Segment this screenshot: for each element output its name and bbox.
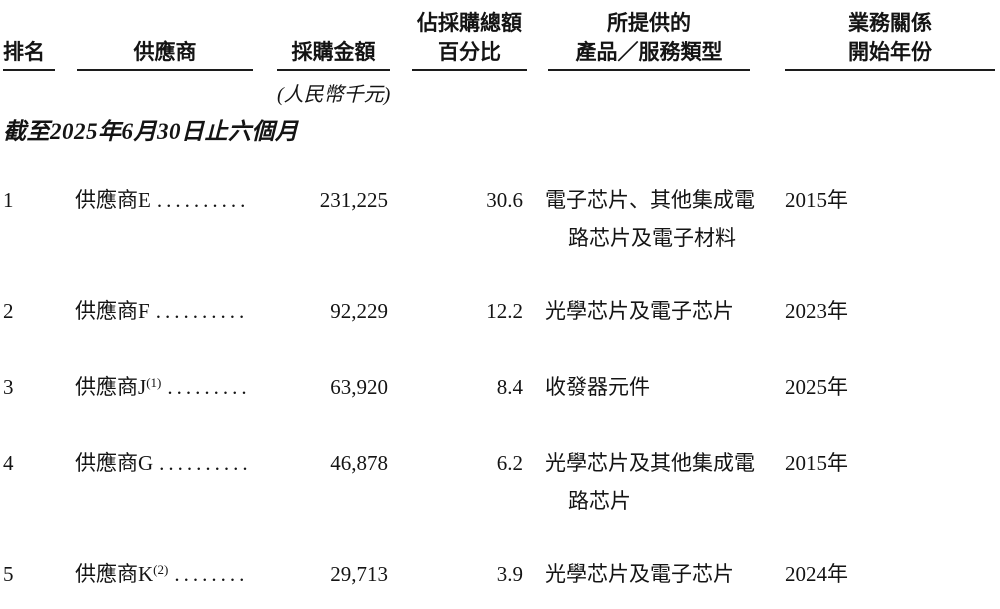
supplier-cell: 供應商F.......... xyxy=(75,292,277,333)
amount-cell: 63,920 xyxy=(330,375,388,399)
supplier-cell: 供應商K(2)........ xyxy=(75,555,277,596)
percentage-cell: 12.2 xyxy=(486,299,523,323)
col-header-year-line1: 業務關係 xyxy=(848,11,932,35)
percentage-cell: 30.6 xyxy=(486,188,523,212)
percentage-cell: 6.2 xyxy=(496,451,523,475)
footnote-marker: (2) xyxy=(153,562,169,577)
col-header-year-label: 開始年份 xyxy=(848,40,932,64)
product-line: 路芯片及電子材料 xyxy=(568,226,736,250)
col-header-product-line1: 所提供的 xyxy=(607,11,691,35)
dot-leader: ........ xyxy=(174,562,249,586)
amount-unit-note: (人民幣千元) xyxy=(277,84,391,106)
year-cell: 2025年 xyxy=(785,375,848,399)
dot-leader: .......... xyxy=(159,451,252,475)
col-header-product-rule: 所提供的 產品／服務類型 xyxy=(548,5,750,71)
amount-cell: 46,878 xyxy=(330,451,388,475)
table-row: 4 供應商G.......... 46,878 6.2 光學芯片及其他集成電路芯… xyxy=(3,444,1000,520)
table-header-row: 排名 供應商 採購金額 佔採購總額 百分比 所提供的 產品／服務類型 xyxy=(3,5,1000,71)
table-row: 1 供應商E.......... 231,225 30.6 電子芯片、其他集成電… xyxy=(3,181,1000,257)
amount-cell: 92,229 xyxy=(330,299,388,323)
col-header-amount-label: 採購金額 xyxy=(291,40,376,64)
col-header-percentage-line1: 佔採購總額 xyxy=(417,11,522,35)
footnote-marker: (1) xyxy=(146,375,162,390)
product-cell: 電子芯片、其他集成電 路芯片及電子材料 xyxy=(527,181,782,257)
col-header-rank-rule: 排名 xyxy=(3,5,55,71)
col-header-percentage: 佔採購總額 百分比 xyxy=(390,5,527,71)
supplier-cell: 供應商G.......... xyxy=(75,444,277,520)
product-cell: 光學芯片及其他集成電路芯片 xyxy=(527,444,782,520)
table-row: 3 供應商J(1)......... 63,920 8.4 收發器元件 2025… xyxy=(3,368,1000,409)
col-header-rank-label: 排名 xyxy=(3,40,45,64)
dot-leader: ......... xyxy=(167,375,251,399)
product-cell: 光學芯片及電子芯片 xyxy=(527,292,782,333)
product-line: 路芯片 xyxy=(568,489,631,513)
percentage-cell: 3.9 xyxy=(496,562,523,586)
rank-cell: 1 xyxy=(3,188,14,212)
product-cell: 收發器元件 xyxy=(527,368,782,409)
col-header-year-rule: 業務關係 開始年份 xyxy=(785,5,995,71)
col-header-percentage-label: 百分比 xyxy=(438,40,501,64)
col-header-supplier-label: 供應商 xyxy=(133,40,197,64)
supplier-cell: 供應商E.......... xyxy=(75,181,277,257)
col-header-amount-rule: 採購金額 xyxy=(277,5,390,71)
product-line: 光學芯片及電子芯片 xyxy=(545,562,734,586)
percentage-cell: 8.4 xyxy=(496,375,523,399)
col-header-product-label: 產品／服務類型 xyxy=(575,40,723,64)
amount-unit-row: (人民幣千元) xyxy=(3,83,1000,107)
amount-unit-spacer xyxy=(3,83,277,107)
year-cell: 2023年 xyxy=(785,299,848,323)
col-header-amount: 採購金額 xyxy=(277,5,390,71)
year-cell: 2015年 xyxy=(785,451,848,475)
supplier-name: 供應商F xyxy=(75,299,150,323)
supplier-cell: 供應商J(1)......... xyxy=(75,368,277,409)
supplier-name: 供應商J xyxy=(75,375,147,399)
col-header-rank-line1 xyxy=(3,5,55,39)
amount-cell: 29,713 xyxy=(330,562,388,586)
rank-cell: 2 xyxy=(3,299,14,323)
product-line: 光學芯片及電子芯片 xyxy=(545,299,734,323)
table-row: 2 供應商F.......... 92,229 12.2 光學芯片及電子芯片 2… xyxy=(3,292,1000,333)
col-header-year: 業務關係 開始年份 xyxy=(782,5,1000,71)
rank-cell: 3 xyxy=(3,375,14,399)
col-header-rank: 排名 xyxy=(3,5,75,71)
product-line: 光學芯片及其他集成電 xyxy=(545,451,755,475)
table-row: 5 供應商K(2)........ 29,713 3.9 光學芯片及電子芯片 2… xyxy=(3,555,1000,596)
year-cell: 2024年 xyxy=(785,562,848,586)
col-header-amount-line1 xyxy=(277,5,390,39)
col-header-supplier: 供應商 xyxy=(75,5,277,71)
supplier-name: 供應商E xyxy=(75,188,151,212)
supplier-name: 供應商K xyxy=(75,562,154,586)
table-body: 1 供應商E.......... 231,225 30.6 電子芯片、其他集成電… xyxy=(3,181,1000,596)
col-header-supplier-rule: 供應商 xyxy=(77,5,253,71)
rank-cell: 5 xyxy=(3,562,14,586)
dot-leader: .......... xyxy=(155,299,249,323)
section-title: 截至2025年6月30日止六個月 xyxy=(3,119,299,144)
supplier-name: 供應商G xyxy=(75,451,154,475)
rank-cell: 4 xyxy=(3,451,14,475)
col-header-product: 所提供的 產品／服務類型 xyxy=(527,5,782,71)
product-line: 電子芯片、其他集成電 xyxy=(545,188,755,212)
col-header-supplier-line1 xyxy=(77,5,253,39)
amount-cell: 231,225 xyxy=(319,188,388,212)
year-cell: 2015年 xyxy=(785,188,848,212)
product-line: 收發器元件 xyxy=(545,375,650,399)
dot-leader: .......... xyxy=(156,188,250,212)
col-header-percentage-rule: 佔採購總額 百分比 xyxy=(412,5,527,71)
product-cell: 光學芯片及電子芯片 xyxy=(527,555,782,596)
